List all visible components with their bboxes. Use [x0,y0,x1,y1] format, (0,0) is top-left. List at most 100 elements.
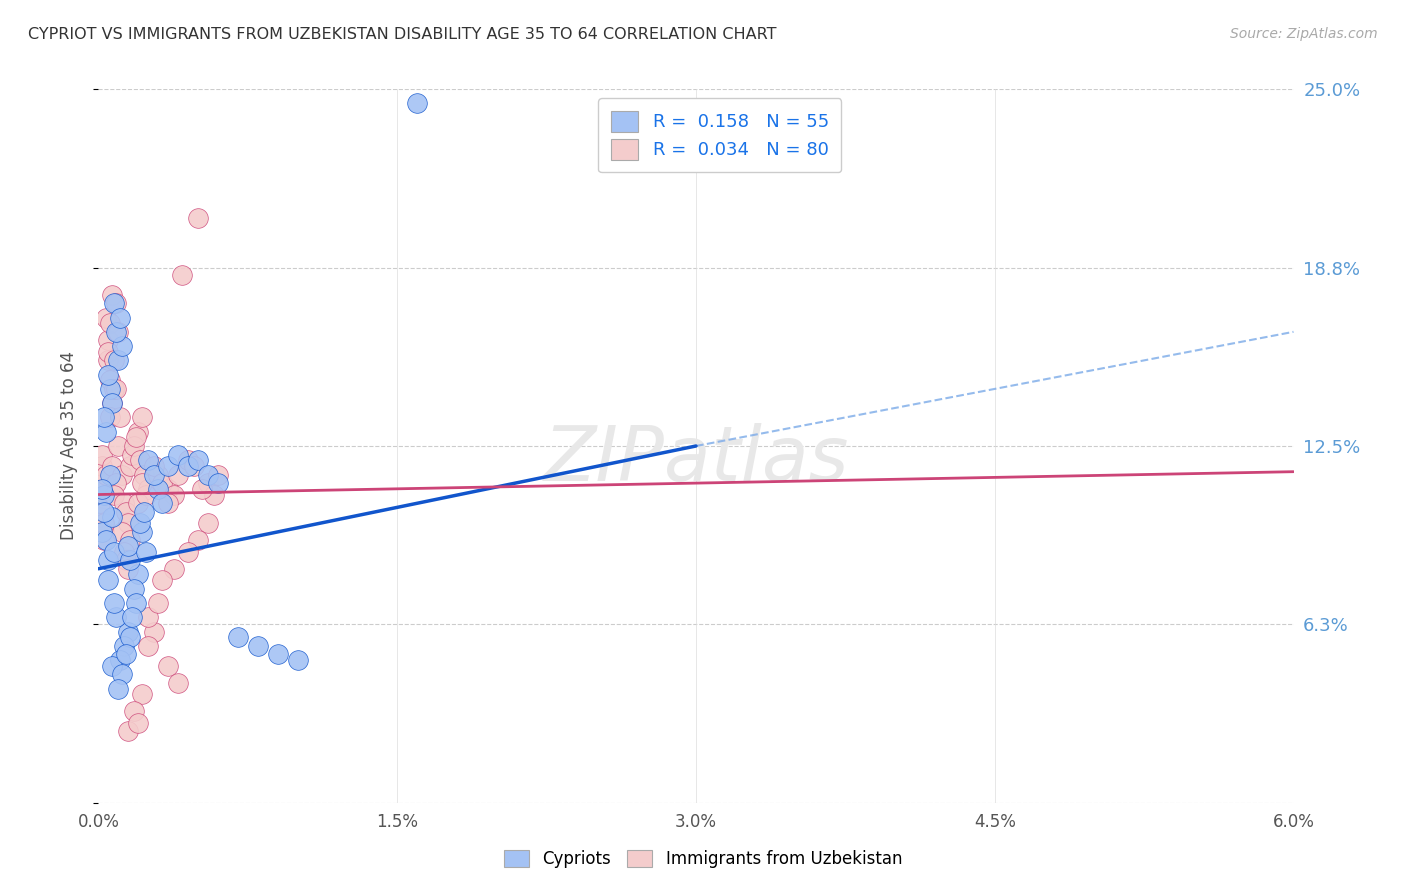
Point [127,715,149,730]
Point [117,724,139,739]
Point [107,325,129,339]
Point [197,467,219,482]
Point [150,573,173,587]
Point [91,458,114,473]
Point [103,544,125,558]
Point [129,453,152,467]
Point [124,582,146,596]
Point [157,658,180,673]
Y-axis label: Disability Age 35 to 64: Disability Age 35 to 64 [59,351,77,541]
Point [103,487,125,501]
Point [148,482,170,496]
Point [110,310,132,325]
Point [97,334,120,348]
Point [157,482,180,496]
Point [103,353,125,368]
Point [131,476,153,491]
Point [93,524,115,539]
Point [98,410,122,425]
Point [167,448,190,462]
Point [101,396,124,410]
Point [105,610,128,624]
Point [136,482,159,496]
Point [98,373,122,387]
Point [96,425,118,439]
Point [111,524,134,539]
Point [125,430,148,444]
Point [187,211,209,225]
Point [117,624,139,639]
Point [110,410,132,425]
Point [191,482,214,496]
Point [93,516,115,530]
Point [135,487,157,501]
Point [202,487,225,501]
Point [177,544,200,558]
Point [143,467,166,482]
Point [120,630,142,644]
Point [112,639,135,653]
Point [103,596,125,610]
Point [287,653,309,667]
Point [167,676,190,690]
Point [246,639,269,653]
Point [97,553,120,567]
Point [131,410,153,425]
Point [98,382,122,396]
Point [406,96,429,111]
Point [96,533,118,548]
Point [105,325,128,339]
Point [167,467,190,482]
Point [93,487,115,501]
Text: CYPRIOT VS IMMIGRANTS FROM UZBEKISTAN DISABILITY AGE 35 TO 64 CORRELATION CHART: CYPRIOT VS IMMIGRANTS FROM UZBEKISTAN DI… [28,27,776,42]
Point [177,458,200,473]
Point [117,516,139,530]
Point [107,353,129,368]
Point [112,544,135,558]
Point [101,510,124,524]
Point [105,382,128,396]
Point [112,496,135,510]
Point [89,496,111,510]
Point [134,505,156,519]
Point [91,448,114,462]
Point [115,553,138,567]
Point [136,453,159,467]
Point [103,296,125,310]
Legend: R =  0.158   N = 55, R =  0.034   N = 80: R = 0.158 N = 55, R = 0.034 N = 80 [599,98,841,172]
Point [131,687,153,701]
Point [121,448,143,462]
Point [97,353,120,368]
Point [103,382,125,396]
Point [101,396,124,410]
Point [163,487,186,501]
Point [91,476,114,491]
Point [226,630,249,644]
Point [98,467,122,482]
Point [177,453,200,467]
Point [120,533,142,548]
Point [115,505,138,519]
Point [163,562,186,576]
Point [136,639,159,653]
Point [157,496,180,510]
Point [121,610,143,624]
Point [207,467,229,482]
Point [93,410,115,425]
Point [97,368,120,382]
Legend: Cypriots, Immigrants from Uzbekistan: Cypriots, Immigrants from Uzbekistan [498,843,908,875]
Point [105,296,128,310]
Point [150,476,173,491]
Point [111,667,134,681]
Point [107,681,129,696]
Point [183,458,205,473]
Point [148,596,170,610]
Point [115,648,138,662]
Point [117,539,139,553]
Point [125,596,148,610]
Point [127,567,149,582]
Point [91,524,114,539]
Point [187,453,209,467]
Point [129,516,152,530]
Point [136,610,159,624]
